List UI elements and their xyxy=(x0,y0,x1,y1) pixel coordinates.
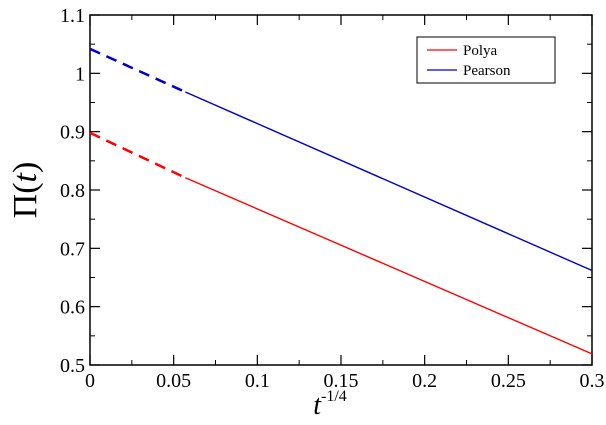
y-tick-label: 0.5 xyxy=(60,355,85,377)
x-axis-label: t-1/4 xyxy=(313,388,347,421)
series-group xyxy=(89,47,593,355)
x-tick-label: 0.05 xyxy=(156,370,191,392)
series-pearson-extrapolation xyxy=(89,47,186,94)
x-axis-label-exponent: -1/4 xyxy=(321,388,347,405)
x-tick-label: 0.3 xyxy=(580,370,605,392)
y-tick-label: 0.9 xyxy=(60,122,85,144)
series-polya-line xyxy=(185,177,593,355)
y-tick-label: 1.1 xyxy=(60,5,85,27)
x-tick-label: 0.15 xyxy=(324,370,359,392)
y-tick-label: 0.8 xyxy=(60,180,85,202)
x-tick-label: 0.25 xyxy=(491,370,526,392)
y-axis-label-open: ( xyxy=(7,182,44,193)
y-axis-label-pi: Π xyxy=(7,194,44,219)
y-tick-label: 0.7 xyxy=(60,238,85,260)
x-tick-label: 0.1 xyxy=(245,370,270,392)
legend-box xyxy=(416,36,556,84)
x-axis-label-base: t xyxy=(313,390,322,421)
y-tick-label: 1 xyxy=(75,63,85,85)
series-pearson-line xyxy=(185,91,593,272)
legend: Polya Pearson xyxy=(416,36,556,84)
x-tick-label: 0.2 xyxy=(412,370,437,392)
series-polya-extrapolation xyxy=(89,131,186,179)
y-axis-label-close: ) xyxy=(7,162,44,173)
y-tick-label: 0.6 xyxy=(60,297,85,319)
legend-label-pearson: Pearson xyxy=(463,63,511,79)
ticks: 0 0.05 0.1 0.15 0.2 0.25 0.3 0.5 0.6 0.7 0.8 0.9 1 1.… xyxy=(60,5,605,392)
y-axis-label-var: t xyxy=(7,171,44,182)
x-tick-label: 0 xyxy=(85,370,95,392)
y-axis-label: Π(t) xyxy=(7,162,44,219)
legend-label-polya: Polya xyxy=(463,43,498,59)
